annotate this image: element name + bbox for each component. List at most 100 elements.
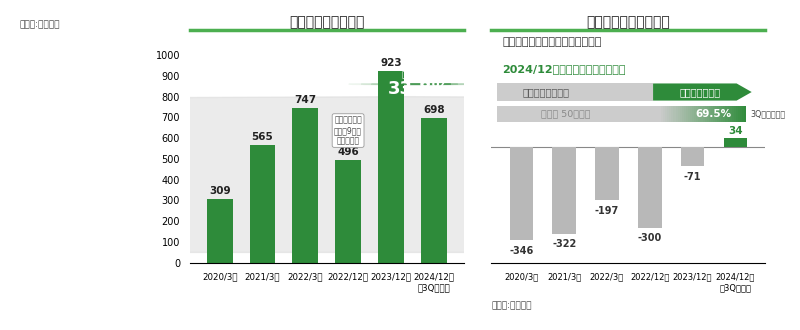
FancyBboxPatch shape: [702, 106, 705, 122]
FancyBboxPatch shape: [588, 106, 590, 122]
FancyBboxPatch shape: [638, 106, 641, 122]
FancyBboxPatch shape: [538, 106, 541, 122]
FancyBboxPatch shape: [559, 106, 562, 122]
FancyBboxPatch shape: [696, 106, 698, 122]
Text: （単位:百万円）: （単位:百万円）: [491, 302, 532, 311]
FancyBboxPatch shape: [742, 106, 744, 122]
FancyBboxPatch shape: [736, 106, 738, 122]
FancyBboxPatch shape: [723, 106, 726, 122]
FancyArrow shape: [653, 83, 752, 101]
FancyBboxPatch shape: [551, 106, 554, 122]
FancyBboxPatch shape: [584, 106, 586, 122]
Text: 923: 923: [380, 58, 402, 68]
FancyBboxPatch shape: [503, 106, 506, 122]
Bar: [724, 138, 747, 147]
FancyBboxPatch shape: [510, 106, 512, 122]
Title: 経常利益（連結）推移: 経常利益（連結）推移: [586, 15, 670, 29]
FancyBboxPatch shape: [557, 106, 559, 122]
Text: -300: -300: [638, 233, 662, 243]
FancyBboxPatch shape: [514, 106, 516, 122]
FancyBboxPatch shape: [650, 106, 653, 122]
FancyBboxPatch shape: [572, 106, 574, 122]
FancyBboxPatch shape: [580, 106, 582, 122]
FancyBboxPatch shape: [667, 106, 670, 122]
FancyBboxPatch shape: [674, 106, 676, 122]
FancyBboxPatch shape: [526, 106, 528, 122]
FancyBboxPatch shape: [705, 106, 707, 122]
FancyBboxPatch shape: [520, 106, 522, 122]
FancyBboxPatch shape: [566, 106, 568, 122]
FancyBboxPatch shape: [675, 106, 678, 122]
FancyBboxPatch shape: [732, 106, 734, 122]
FancyBboxPatch shape: [640, 106, 642, 122]
Text: 3Qは会計期間: 3Qは会計期間: [750, 110, 786, 119]
FancyBboxPatch shape: [534, 106, 537, 122]
FancyBboxPatch shape: [590, 106, 593, 122]
FancyBboxPatch shape: [562, 106, 564, 122]
FancyBboxPatch shape: [698, 106, 701, 122]
FancyBboxPatch shape: [682, 106, 684, 122]
Text: -346: -346: [510, 246, 534, 256]
FancyBboxPatch shape: [516, 106, 518, 122]
Text: （3年9ヶ月）: （3年9ヶ月）: [402, 70, 436, 79]
Text: -322: -322: [552, 239, 576, 249]
FancyBboxPatch shape: [726, 106, 728, 122]
FancyBboxPatch shape: [654, 106, 657, 122]
FancyBboxPatch shape: [614, 106, 616, 122]
FancyBboxPatch shape: [576, 106, 578, 122]
FancyBboxPatch shape: [594, 106, 597, 122]
Bar: [378, 71, 404, 263]
FancyBboxPatch shape: [715, 106, 718, 122]
Bar: [293, 108, 318, 263]
FancyBboxPatch shape: [541, 106, 543, 122]
Text: 研究開発フェーズ: 研究開発フェーズ: [522, 87, 570, 97]
FancyBboxPatch shape: [706, 106, 709, 122]
FancyBboxPatch shape: [524, 106, 526, 122]
FancyBboxPatch shape: [622, 106, 624, 122]
FancyBboxPatch shape: [518, 106, 520, 122]
FancyBboxPatch shape: [634, 106, 636, 122]
FancyBboxPatch shape: [597, 106, 599, 122]
FancyBboxPatch shape: [536, 106, 538, 122]
FancyBboxPatch shape: [734, 106, 736, 122]
Text: 747: 747: [294, 94, 316, 105]
FancyBboxPatch shape: [717, 106, 719, 122]
FancyBboxPatch shape: [690, 106, 693, 122]
FancyBboxPatch shape: [646, 106, 649, 122]
FancyBboxPatch shape: [688, 106, 690, 122]
FancyArrow shape: [0, 97, 800, 252]
FancyBboxPatch shape: [563, 106, 566, 122]
FancyBboxPatch shape: [532, 106, 534, 122]
FancyBboxPatch shape: [645, 106, 646, 122]
FancyBboxPatch shape: [653, 106, 655, 122]
FancyBboxPatch shape: [701, 106, 703, 122]
FancyBboxPatch shape: [530, 106, 533, 122]
FancyBboxPatch shape: [657, 106, 659, 122]
FancyBboxPatch shape: [632, 106, 634, 122]
FancyBboxPatch shape: [713, 106, 715, 122]
FancyBboxPatch shape: [680, 106, 682, 122]
Text: 309: 309: [209, 185, 230, 195]
FancyBboxPatch shape: [601, 106, 603, 122]
FancyBboxPatch shape: [636, 106, 638, 122]
FancyBboxPatch shape: [722, 106, 724, 122]
FancyBboxPatch shape: [624, 106, 626, 122]
FancyBboxPatch shape: [603, 106, 606, 122]
FancyBboxPatch shape: [598, 106, 601, 122]
Bar: [207, 199, 233, 263]
Bar: [638, 147, 662, 228]
FancyBboxPatch shape: [619, 106, 622, 122]
FancyBboxPatch shape: [684, 106, 686, 122]
FancyBboxPatch shape: [727, 106, 730, 122]
Text: 69.5%: 69.5%: [695, 109, 731, 119]
FancyBboxPatch shape: [611, 106, 614, 122]
Text: -71: -71: [684, 172, 702, 182]
Bar: [681, 147, 704, 166]
Text: 34: 34: [728, 126, 742, 136]
FancyBboxPatch shape: [542, 106, 545, 122]
FancyBboxPatch shape: [744, 106, 746, 122]
FancyBboxPatch shape: [659, 106, 662, 122]
Text: CAGR: CAGR: [403, 59, 434, 69]
FancyBboxPatch shape: [665, 106, 667, 122]
Title: 売上高（連結）推移: 売上高（連結）推移: [289, 15, 364, 29]
